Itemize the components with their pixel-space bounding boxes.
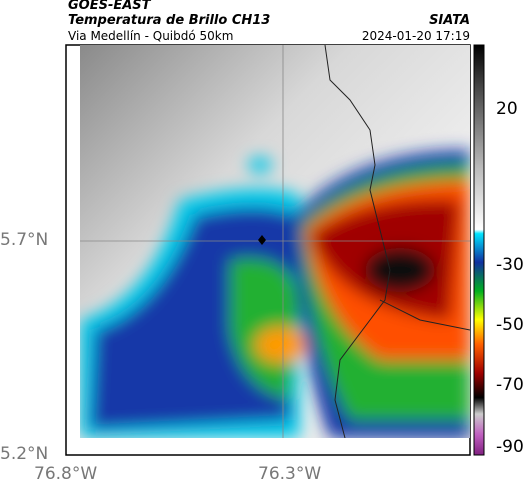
subtitle: Temperatura de Brillo CH13 (68, 13, 271, 28)
colorbar-tick-label: -50 (496, 315, 524, 335)
datetime: 2024-01-20 17:19 (361, 29, 470, 43)
colorbar-tick-label: 20 (496, 99, 518, 119)
lat-label: 5.7°N (0, 230, 49, 250)
colorbar (473, 44, 485, 456)
lon-label: 76.3°W (258, 464, 322, 484)
colorbar-tick-label: -90 (496, 437, 524, 457)
source: SIATA (429, 13, 470, 28)
colorbar-tick-label: -70 (496, 375, 524, 395)
lon-label: 76.8°W (34, 464, 98, 484)
title: GOES-EAST (68, 0, 151, 13)
colorbar-tick-label: -30 (496, 255, 524, 275)
satellite-image (80, 45, 470, 438)
lat-label: 5.2°N (0, 444, 49, 464)
location: Via Medellín - Quibdó 50km (68, 29, 234, 43)
